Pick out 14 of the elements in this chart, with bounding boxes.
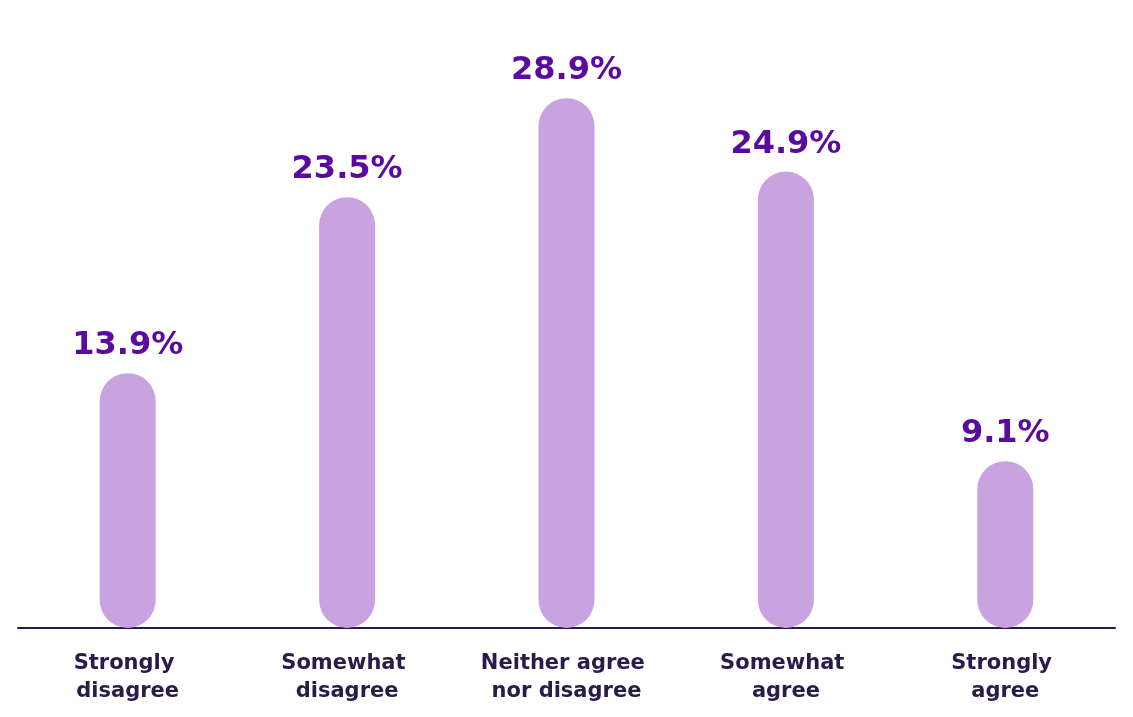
data-label: 13.9% xyxy=(72,324,184,363)
x-tick-label: Somewhat disagree xyxy=(281,650,413,702)
bar xyxy=(538,98,595,628)
data-label: 9.1% xyxy=(960,412,1050,451)
x-tick-label: Neither agree nor disagree xyxy=(480,650,653,702)
data-label: 28.9% xyxy=(510,49,623,88)
data-label: 23.5% xyxy=(291,148,403,187)
x-tick-label: Strongly disagree xyxy=(73,650,182,702)
bar xyxy=(757,171,814,628)
bar xyxy=(99,373,156,628)
data-label: 24.9% xyxy=(730,122,842,161)
x-tick-label: Somewhat agree xyxy=(720,650,852,702)
bar xyxy=(319,197,376,628)
x-tick-label: Strongly agree xyxy=(951,650,1060,702)
